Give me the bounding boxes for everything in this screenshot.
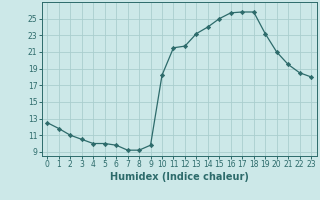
X-axis label: Humidex (Indice chaleur): Humidex (Indice chaleur) (110, 172, 249, 182)
